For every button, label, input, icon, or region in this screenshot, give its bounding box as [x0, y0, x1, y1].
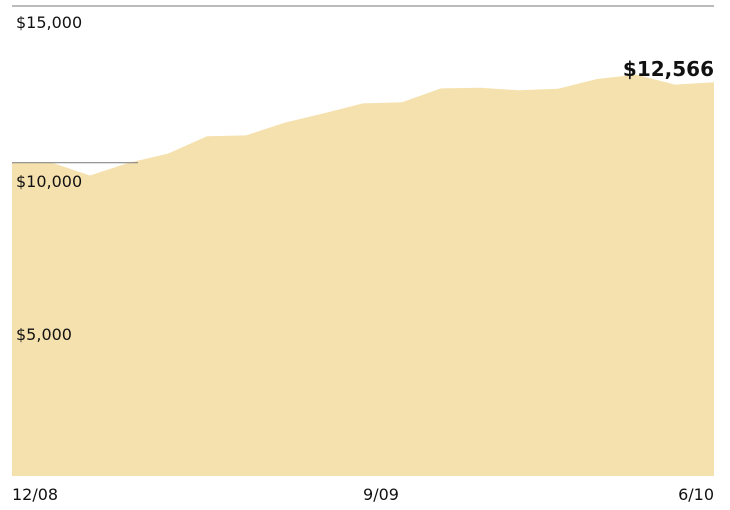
x-tick-label-end: 6/10 [678, 485, 714, 504]
growth-area [12, 74, 714, 476]
x-tick-label-middle: 9/09 [363, 485, 399, 504]
end-value-label: $12,566 [623, 57, 714, 81]
x-tick-label-start: 12/08 [12, 485, 58, 504]
y-tick-label-15000: $15,000 [16, 13, 82, 32]
y-tick-label-5000: $5,000 [16, 325, 72, 344]
y-tick-label-10000: $10,000 [16, 172, 82, 191]
